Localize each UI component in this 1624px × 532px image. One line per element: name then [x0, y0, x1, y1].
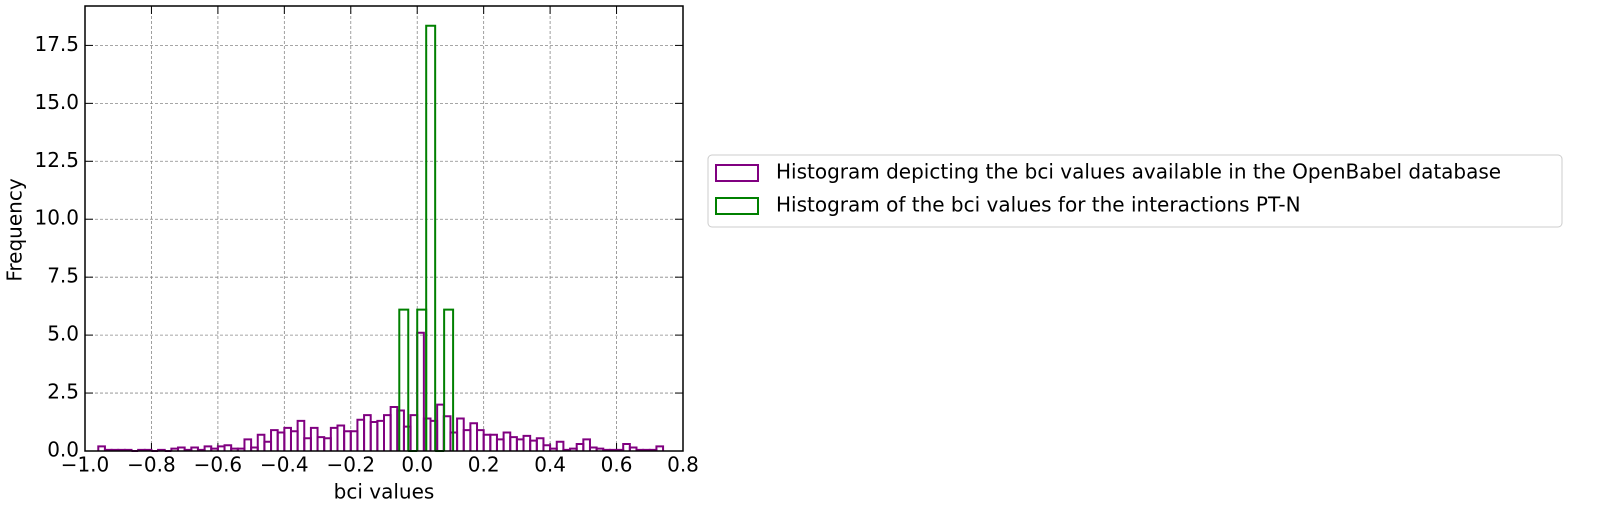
- histogram-bar: [296, 419, 306, 451]
- plot-frame: [84, 5, 684, 452]
- legend-box: [707, 154, 1563, 228]
- x-tick-label: 0.6: [601, 453, 633, 477]
- x-tick-label: −0.2: [326, 453, 375, 477]
- histogram-bar: [582, 438, 591, 451]
- y-axis-label: Frequency: [3, 178, 27, 281]
- x-tick-label: −0.4: [260, 453, 309, 477]
- y-tick-label: 12.5: [34, 148, 79, 172]
- histogram-bar: [555, 440, 565, 451]
- x-axis-label: bci values: [334, 480, 435, 504]
- y-tick-label: 7.5: [47, 264, 79, 288]
- x-tick-label: 0.0: [401, 453, 433, 477]
- x-tick-label: 0.8: [667, 453, 699, 477]
- x-tick-label: 0.2: [468, 453, 500, 477]
- legend-swatch: [715, 164, 759, 182]
- legend-label: Histogram depicting the bci values avail…: [776, 160, 1501, 184]
- x-tick-label: −0.6: [194, 453, 243, 477]
- legend-label: Histogram of the bci values for the inte…: [776, 193, 1301, 217]
- legend-swatch: [715, 197, 759, 215]
- histogram-bar: [97, 445, 106, 451]
- x-tick-label: −1.0: [61, 453, 110, 477]
- y-tick-label: 2.5: [47, 380, 79, 404]
- histogram-bar: [655, 445, 665, 451]
- x-tick-label: 0.4: [534, 453, 566, 477]
- histogram-bar: [398, 308, 410, 451]
- y-tick-label: 5.0: [47, 322, 79, 346]
- histogram-bar: [425, 24, 437, 451]
- histogram-bar: [443, 308, 455, 451]
- y-tick-label: 10.0: [34, 206, 79, 230]
- y-tick-label: 17.5: [34, 32, 79, 56]
- x-tick-label: −0.8: [127, 453, 176, 477]
- y-tick-label: 15.0: [34, 90, 79, 114]
- histogram-bar: [243, 438, 253, 451]
- y-tick-label: 0.0: [47, 438, 79, 462]
